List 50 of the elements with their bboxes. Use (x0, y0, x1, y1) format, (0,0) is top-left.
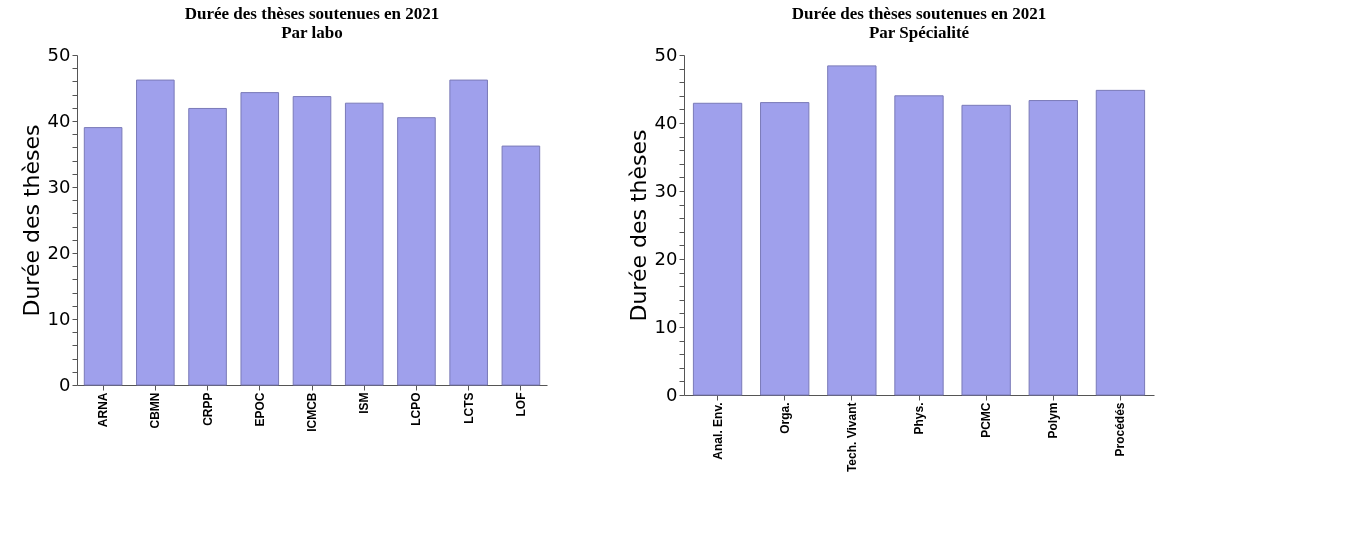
y-tick-label: 0 (666, 383, 678, 405)
y-axis-title: Durée des thèses (625, 129, 651, 322)
x-tick-label: ARNA (96, 392, 111, 428)
x-tick-label: Tech. Vivant (844, 402, 859, 473)
y-tick-label: 10 (654, 315, 678, 337)
text: Par labo (281, 23, 343, 42)
y-axis-title: Durée des thèses (18, 124, 44, 317)
bar (83, 127, 123, 386)
x-tick-label: LCTS (461, 392, 476, 424)
bar (1095, 89, 1146, 396)
bar (760, 102, 810, 396)
bar (292, 96, 332, 386)
y-tick-label: 40 (654, 111, 678, 133)
x-tick-label: LCPO (409, 392, 424, 426)
text: Durée des thèses soutenues en 2021 (184, 4, 440, 23)
y-tick-label: 30 (47, 175, 71, 197)
x-tick-label: PCMC (979, 402, 994, 438)
bar (397, 117, 436, 386)
bar (449, 79, 488, 386)
bar (1028, 100, 1078, 396)
text: Durée des thèses soutenues en 2021 (791, 4, 1047, 23)
x-tick-label: CBMN (148, 392, 163, 429)
x-tick-label: Orga. (777, 402, 792, 434)
x-tick-label: Procédés (1113, 402, 1128, 457)
x-tick-label: ICMCB (305, 392, 319, 432)
y-tick-label: 0 (59, 373, 71, 395)
bar (136, 79, 175, 386)
y-tick-label: 20 (654, 247, 678, 269)
bar (692, 102, 743, 396)
bar (827, 65, 877, 396)
x-tick-label: CRPP (200, 392, 215, 426)
y-tick-label: 10 (47, 307, 71, 329)
bar (188, 107, 227, 386)
bar (240, 92, 280, 386)
y-tick-label: 50 (47, 43, 71, 65)
bar (501, 145, 541, 386)
x-tick-label: Polym (1046, 402, 1061, 439)
x-tick-label: EPOC (252, 392, 267, 427)
x-tick-label: Phys. (912, 402, 926, 435)
bar (894, 95, 944, 396)
x-tick-label: Anal. Env. (710, 402, 725, 460)
y-tick-label: 50 (654, 43, 678, 65)
x-tick-label: ISM (357, 392, 372, 414)
y-tick-label: 20 (47, 241, 71, 263)
bar (961, 104, 1011, 396)
text: Par Spécialité (868, 23, 970, 42)
x-tick-label: LOF (513, 392, 528, 417)
y-tick-label: 40 (47, 109, 71, 131)
bar (344, 102, 384, 386)
y-tick-label: 30 (654, 179, 678, 201)
